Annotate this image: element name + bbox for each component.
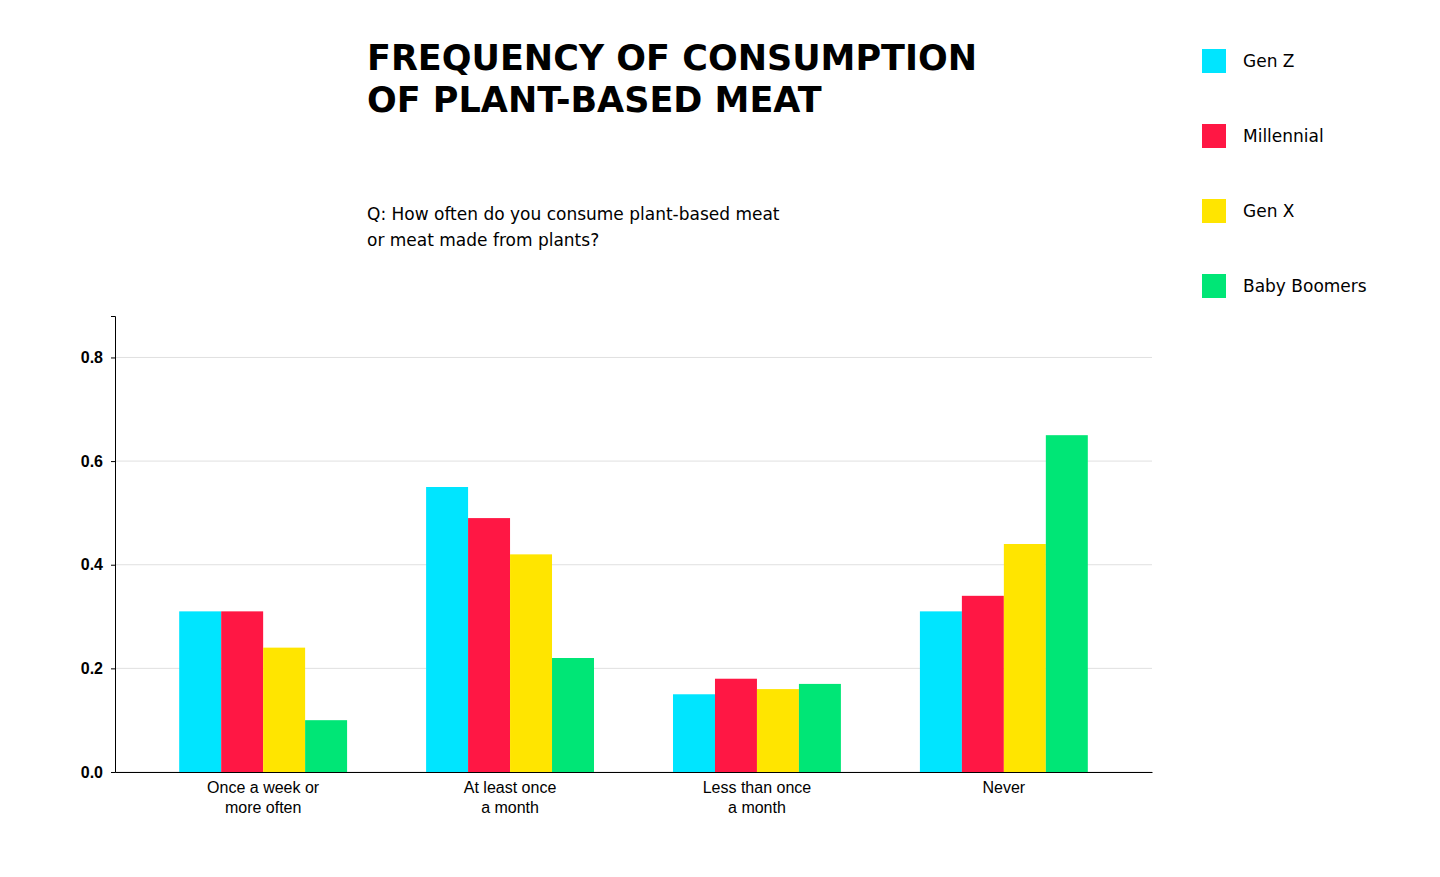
y-tick-mark <box>111 668 115 669</box>
legend-swatch <box>1202 124 1226 148</box>
y-tick: 0.6 <box>81 453 115 470</box>
x-tick-label-line: a month <box>728 799 786 816</box>
y-tick-label: 0.2 <box>81 660 103 677</box>
x-tick-label: At least once a month <box>464 779 557 815</box>
legend-swatch <box>1202 49 1226 73</box>
subtitle-line: Q: How often do you consume plant-based … <box>367 204 780 224</box>
x-axis-line <box>116 772 1153 773</box>
subtitle: Q: How often do you consume plant-based … <box>367 204 780 250</box>
x-tick-label-line: Never <box>983 779 1026 796</box>
x-tick: At least once a month <box>464 772 557 816</box>
bar <box>715 679 757 772</box>
title-line: FREQUENCY OF CONSUMPTION <box>367 38 977 78</box>
bar <box>673 694 715 772</box>
y-tick: 0.4 <box>81 556 115 573</box>
y-axis: 0.0 0.2 0.4 0.6 0.8 <box>81 317 116 781</box>
x-tick-label: Never <box>983 779 1026 796</box>
bar-series <box>305 435 1088 772</box>
x-tick-label-line: more often <box>225 799 301 816</box>
y-tick-label: 0.8 <box>81 349 103 366</box>
y-tick-mark <box>111 357 115 358</box>
x-tick-label-line: a month <box>481 799 539 816</box>
legend-item: Baby Boomers <box>1202 274 1367 298</box>
bars <box>179 435 1088 772</box>
x-tick: Once a week or more often <box>207 772 320 816</box>
bar <box>305 720 347 772</box>
y-tick-mark <box>111 565 115 566</box>
grid <box>115 357 1152 772</box>
grid-line <box>115 461 1152 462</box>
x-tick-label-line: At least once <box>464 779 557 796</box>
x-tick-label-line: Less than once <box>703 779 812 796</box>
subtitle-line: or meat made from plants? <box>367 230 599 250</box>
x-axis: Once a week or more often At least once a m… <box>116 772 1153 816</box>
legend-swatch <box>1202 199 1226 223</box>
legend-label: Gen X <box>1243 201 1295 221</box>
legend-label: Gen Z <box>1243 51 1294 71</box>
y-axis-line <box>111 317 116 773</box>
title: FREQUENCY OF CONSUMPTIONOF PLANT-BASED M… <box>367 38 977 120</box>
bar <box>1004 544 1046 772</box>
bar-series <box>221 518 1004 772</box>
bar <box>510 554 552 772</box>
legend-label: Millennial <box>1243 126 1324 146</box>
bar <box>426 487 468 772</box>
bar <box>552 658 594 772</box>
bar <box>920 611 962 772</box>
y-tick-mark <box>111 461 115 462</box>
y-tick-mark <box>111 772 115 773</box>
legend-item: Gen Z <box>1202 49 1294 73</box>
bar <box>962 596 1004 772</box>
legend-swatch <box>1202 274 1226 298</box>
bar <box>221 611 263 772</box>
grid-line <box>115 564 1152 565</box>
grid-line <box>115 357 1152 358</box>
bar-series <box>179 487 962 772</box>
x-tick-label: Once a week or more often <box>207 779 320 815</box>
bar <box>179 611 221 772</box>
y-tick-label: 0.4 <box>81 556 103 573</box>
y-tick: 0.8 <box>81 349 115 366</box>
y-tick: 0.0 <box>81 764 115 781</box>
bar-series <box>263 544 1046 772</box>
y-tick-label: 0.6 <box>81 453 103 470</box>
legend-item: Gen X <box>1202 199 1295 223</box>
x-tick-label: Less than once a month <box>703 779 812 815</box>
y-tick: 0.2 <box>81 660 115 677</box>
bar <box>468 518 510 772</box>
chart-svg: FREQUENCY OF CONSUMPTIONOF PLANT-BASED M… <box>0 0 1440 877</box>
x-tick-label-line: Once a week or <box>207 779 320 796</box>
bar <box>1046 435 1088 772</box>
legend: Gen Z Millennial Gen X Baby Boomers <box>1202 49 1367 298</box>
x-tick: Less than once a month <box>703 772 812 816</box>
bar <box>799 684 841 772</box>
legend-label: Baby Boomers <box>1243 276 1367 296</box>
chart-container: FREQUENCY OF CONSUMPTIONOF PLANT-BASED M… <box>0 0 1440 877</box>
legend-item: Millennial <box>1202 124 1324 148</box>
y-tick-label: 0.0 <box>81 764 103 781</box>
bar <box>757 689 799 772</box>
bar <box>263 648 305 772</box>
x-tick: Never <box>983 772 1026 796</box>
title-line: OF PLANT-BASED MEAT <box>367 80 822 120</box>
